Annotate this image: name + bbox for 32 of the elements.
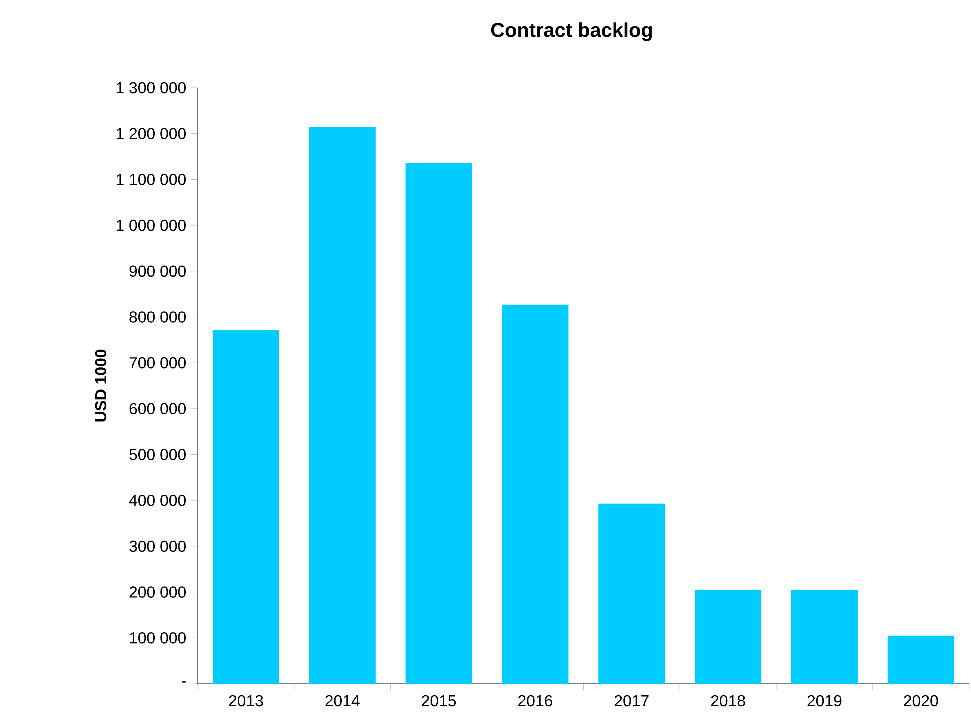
bar: [212, 330, 280, 684]
y-tick-label: 600 000: [130, 403, 186, 415]
x-tick-label: 2016: [518, 695, 552, 707]
y-tick-label: 1 200 000: [116, 128, 186, 140]
bar: [502, 304, 569, 684]
y-axis-title: USD 1000: [95, 350, 107, 422]
x-tick-label: 2013: [229, 695, 264, 707]
y-tick-label: -: [182, 682, 186, 683]
y-tick-label: 1 100 000: [116, 174, 186, 186]
y-tick-label: 200 000: [130, 586, 186, 598]
y-tick-label: 500 000: [130, 449, 186, 460]
x-tick-label: 2018: [711, 695, 746, 707]
bar: [888, 636, 954, 684]
y-tick-label: 400 000: [129, 494, 186, 506]
y-tick-label: 1 300 000: [116, 82, 186, 94]
y-tick-label: 900 000: [130, 266, 186, 278]
bar: [791, 590, 858, 684]
bar: [406, 163, 472, 684]
x-tick-label: 2020: [904, 695, 938, 707]
y-tick-label: 1 000 000: [116, 220, 186, 232]
chart-title: Contract backlog: [491, 22, 652, 42]
y-tick-label: 100 000: [130, 632, 186, 644]
x-tick-label: 2017: [614, 695, 649, 707]
x-tick-label: 2014: [326, 695, 360, 707]
x-tick-label: 2019: [808, 695, 842, 707]
bar: [598, 504, 666, 684]
bar: [309, 126, 376, 684]
bar: [695, 590, 762, 684]
y-tick-label: 300 000: [130, 540, 186, 552]
y-tick-label: 700 000: [130, 357, 186, 369]
x-tick-label: 2015: [422, 695, 456, 707]
y-tick-label: 800 000: [130, 312, 186, 323]
